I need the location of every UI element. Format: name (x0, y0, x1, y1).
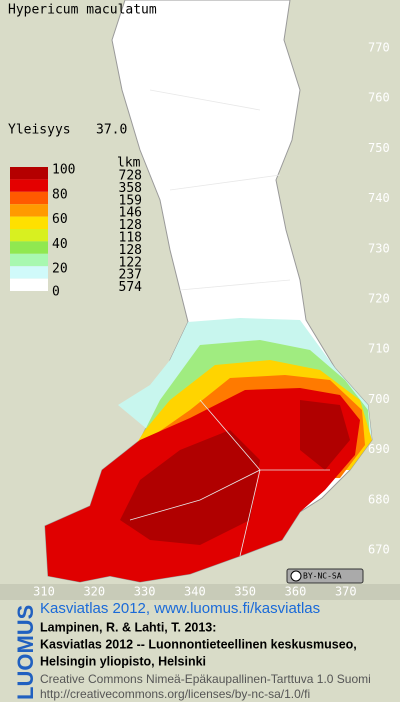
title: Hypericum maculatum (8, 3, 157, 18)
legend-count: 128 (119, 218, 142, 233)
region-borders (129, 89, 330, 557)
y-label: 700 (368, 392, 390, 406)
legend-count: 128 (119, 243, 142, 258)
legend-band (10, 204, 48, 217)
legend-count: 728 (119, 169, 142, 184)
x-label: 340 (184, 585, 206, 599)
legend-count: 146 (119, 206, 142, 221)
legend-count: 237 (119, 268, 142, 283)
y-label: 750 (368, 141, 390, 155)
legend-band (10, 278, 48, 291)
y-label: 670 (368, 543, 390, 557)
zone-dark-red (120, 400, 350, 545)
y-label: 690 (368, 442, 390, 456)
legend: 1008060402007283581591461281181281222375… (10, 163, 142, 300)
legend-level: 100 (52, 163, 75, 178)
frequency-label: Yleisyys (8, 123, 71, 138)
license-badge (286, 568, 364, 584)
brand: LUOMUS (13, 605, 38, 700)
x-label: 310 (33, 585, 55, 599)
y-label: 680 (368, 492, 390, 506)
license-line: Creative Commons Nimeä-Epäkaupallinen-Ta… (40, 672, 371, 686)
legend-level: 20 (52, 262, 68, 277)
x-label: 370 (335, 585, 357, 599)
y-label: 740 (368, 191, 390, 205)
legend-level: 80 (52, 187, 68, 202)
legend-level: 60 (52, 212, 68, 227)
license-badge-text: BY-NC-SA (303, 572, 342, 581)
citation-line: Lampinen, R. & Lahti, T. 2013: (40, 620, 216, 634)
link[interactable]: Kasviatlas 2012, www.luomus.fi/kasviatla… (40, 600, 320, 617)
axis-strip (0, 584, 400, 600)
license-line: http://creativecommons.org/licenses/by-n… (40, 687, 310, 701)
citation-line: Kasviatlas 2012 -- Luonnontieteellinen k… (40, 637, 357, 651)
y-label: 730 (368, 241, 390, 255)
y-label: 720 (368, 292, 390, 306)
citation-line: Helsingin yliopisto, Helsinki (40, 654, 206, 668)
legend-level: 40 (52, 237, 68, 252)
legend-band (10, 253, 48, 267)
legend-count: 574 (119, 280, 143, 295)
legend-count: 118 (119, 231, 142, 246)
x-label: 330 (134, 585, 156, 599)
legend-count: 159 (119, 193, 142, 208)
legend-count: 122 (119, 255, 142, 270)
legend-level: 0 (52, 285, 60, 300)
legend-count: 358 (119, 181, 142, 196)
x-label: 360 (285, 585, 307, 599)
cc-icon (290, 570, 302, 582)
x-label: 320 (83, 585, 105, 599)
legend-band (10, 191, 48, 205)
legend-band (10, 167, 48, 180)
x-label: 350 (234, 585, 256, 599)
y-label: 770 (368, 41, 390, 55)
legend-band (10, 179, 48, 192)
legend-band (10, 229, 48, 242)
y-label: 760 (368, 91, 390, 105)
frequency-value: 37.0 (96, 123, 127, 138)
count-header: lkm (117, 156, 141, 171)
legend-band (10, 216, 48, 229)
legend-band (10, 241, 48, 254)
legend-band (10, 266, 48, 279)
y-label: 710 (368, 342, 390, 356)
